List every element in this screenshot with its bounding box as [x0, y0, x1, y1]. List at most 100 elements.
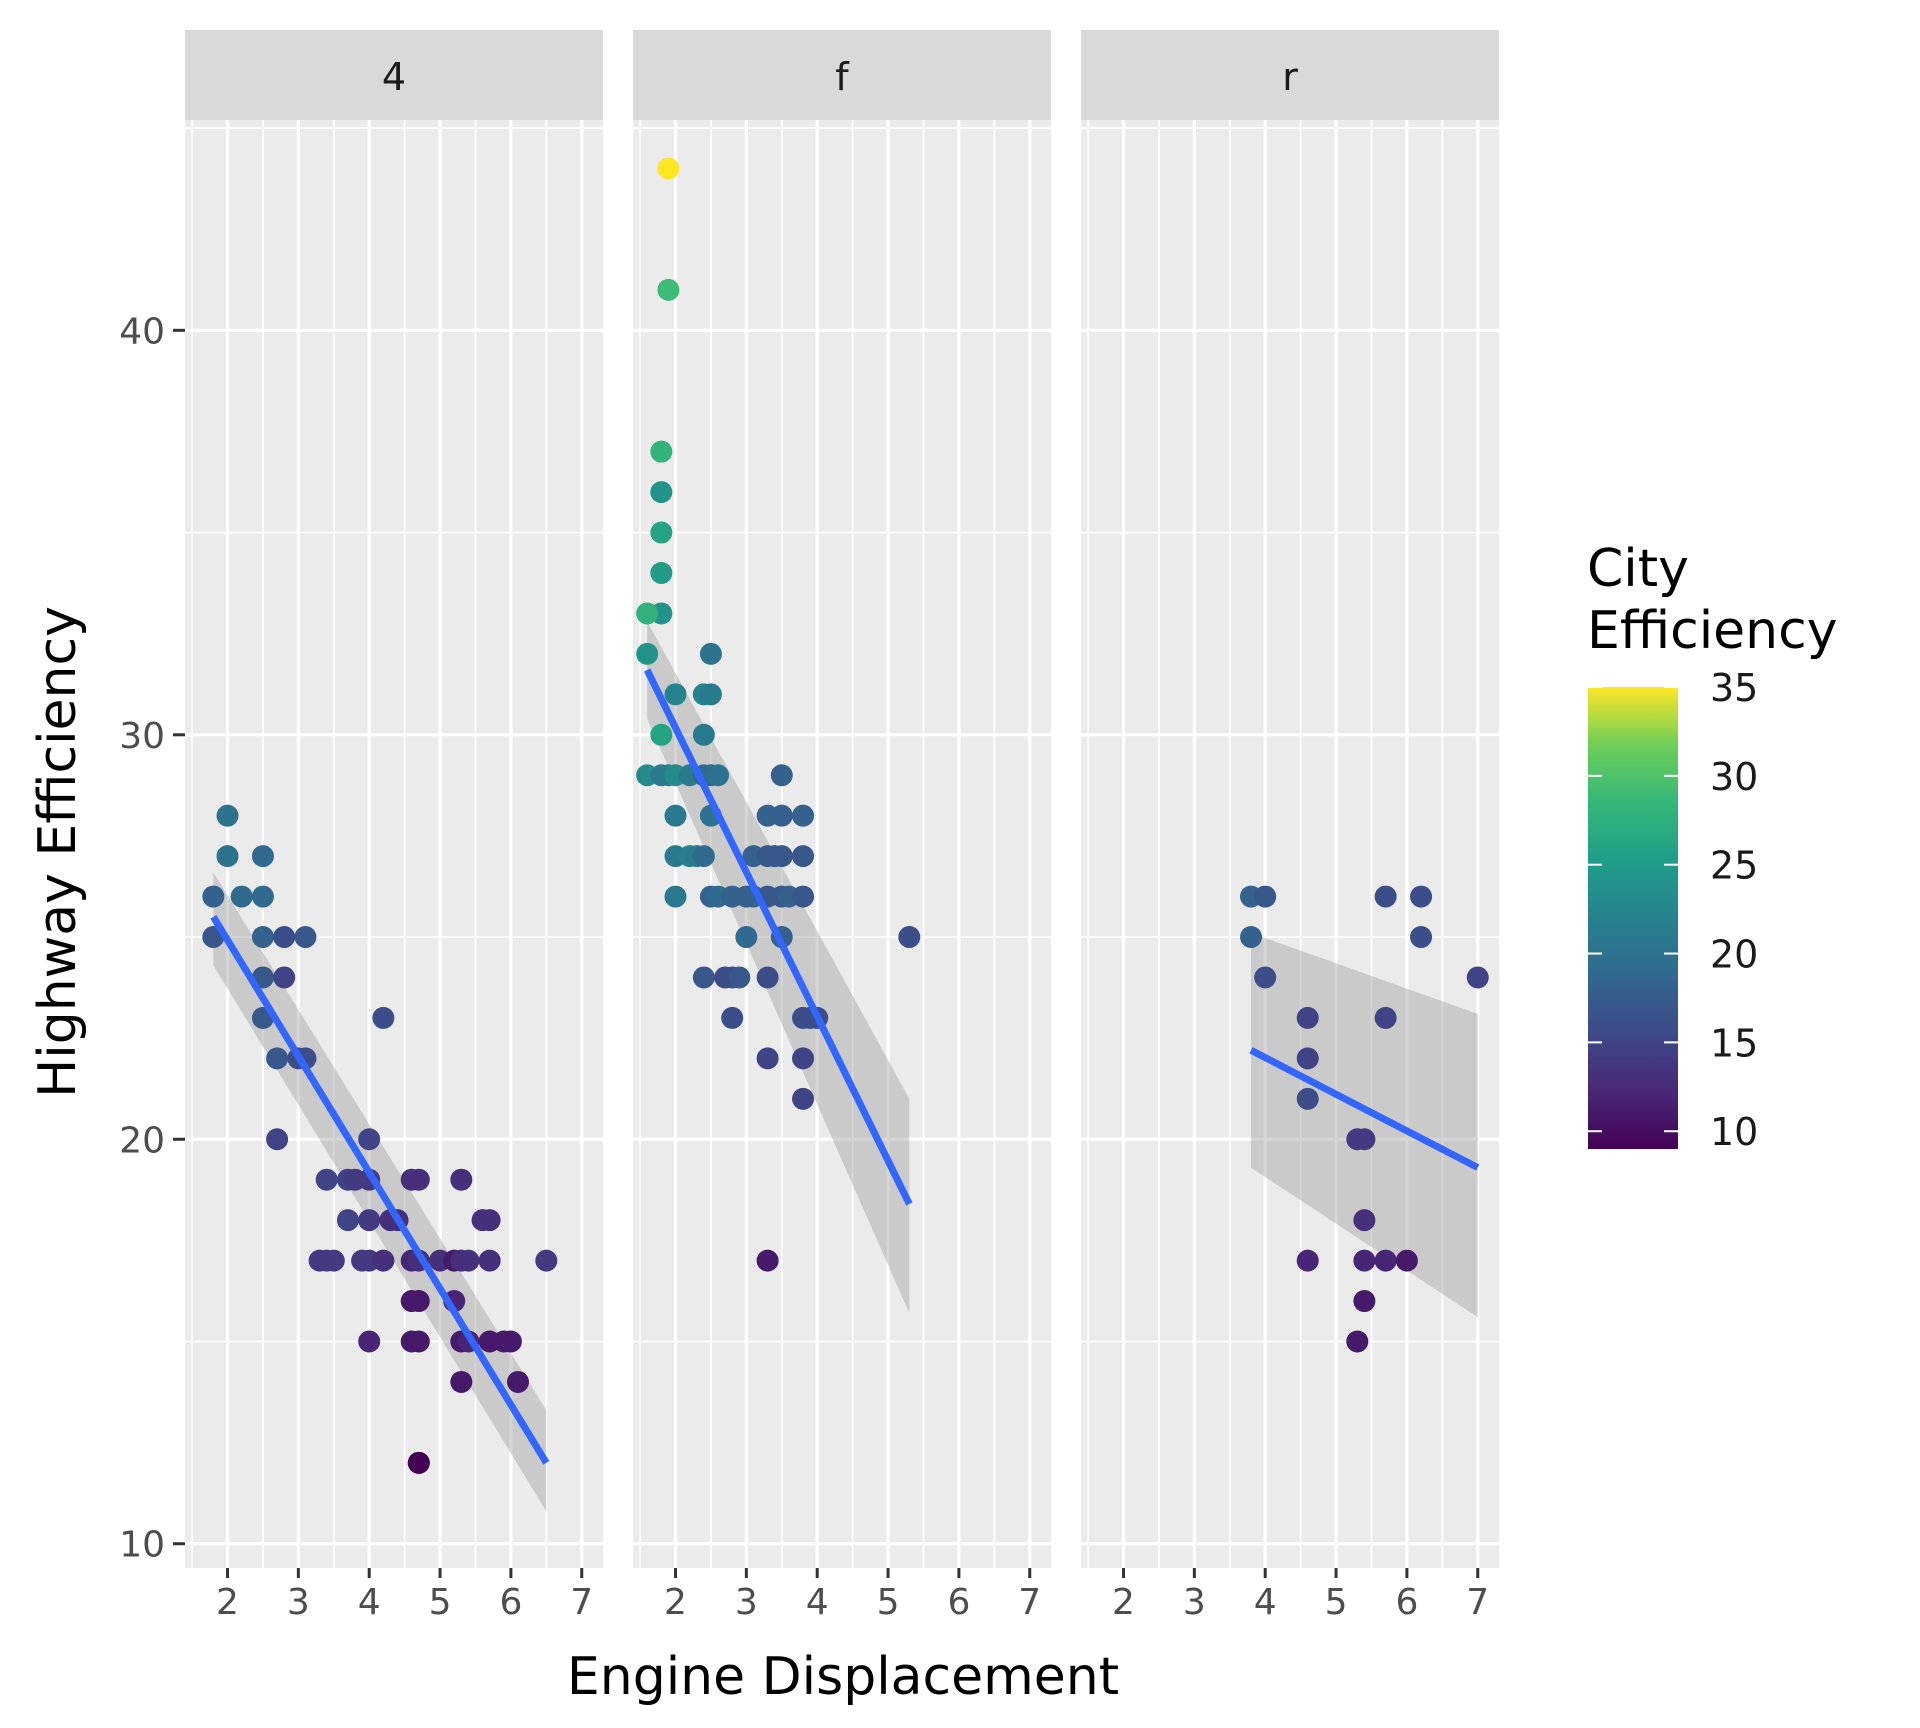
data-point: [273, 926, 296, 949]
data-point: [358, 1209, 381, 1232]
data-point: [650, 562, 673, 585]
data-point: [230, 885, 253, 908]
legend-tick-label: 35: [1710, 666, 1758, 710]
facet-strip-label-4: 4: [382, 55, 406, 99]
data-point: [478, 1209, 501, 1232]
data-point: [273, 966, 296, 989]
data-point: [266, 1047, 289, 1070]
legend-ticks: 10 15 20 25 30 35: [1588, 666, 1758, 1154]
data-point: [372, 1006, 395, 1029]
x-axis-title: Engine Displacement: [567, 1647, 1119, 1707]
x-tick-label: 3: [287, 1582, 310, 1623]
facet-panels: 4 2 3 4 5 6 7 f 2 3 4 5 6 7 r 2 3 4 5 6 7: [185, 30, 1499, 1623]
data-point: [1353, 1209, 1376, 1232]
x-tick-label: 6: [947, 1582, 970, 1623]
data-point: [457, 1249, 480, 1272]
data-point: [506, 1370, 529, 1393]
y-tick-label: 40: [119, 311, 165, 352]
data-point: [1254, 966, 1277, 989]
x-tick-label: 5: [877, 1582, 900, 1623]
data-point: [1374, 885, 1397, 908]
data-point: [535, 1249, 558, 1272]
data-point: [756, 1249, 779, 1272]
data-point: [792, 1047, 815, 1070]
data-point: [664, 885, 687, 908]
data-point: [251, 885, 274, 908]
legend-tick-label: 10: [1710, 1110, 1758, 1154]
legend-title-line-2: Efficiency: [1587, 601, 1837, 661]
data-point: [1353, 1128, 1376, 1151]
x-tick-label: 4: [1254, 1582, 1277, 1623]
data-point: [315, 1168, 338, 1191]
data-point: [721, 1006, 744, 1029]
data-point: [450, 1370, 473, 1393]
panel-background: [1081, 120, 1499, 1568]
data-point: [657, 278, 680, 301]
data-point: [1410, 926, 1433, 949]
data-point: [407, 1168, 430, 1191]
confidence-band: [1251, 932, 1478, 1318]
data-point: [692, 845, 715, 868]
legend-tick-label: 25: [1710, 844, 1758, 888]
data-point: [294, 926, 317, 949]
data-point: [770, 845, 793, 868]
data-point: [1296, 1006, 1319, 1029]
data-point: [650, 481, 673, 504]
data-point: [1296, 1087, 1319, 1110]
trend-line: [210, 914, 550, 1465]
facet-panel-r: r 2 3 4 5 6 7: [1081, 30, 1499, 1623]
y-tick-label: 10: [119, 1525, 165, 1566]
legend-tick-label: 15: [1710, 1021, 1758, 1065]
data-point: [692, 966, 715, 989]
data-point: [407, 1330, 430, 1353]
data-point: [692, 723, 715, 746]
x-tick-label: 6: [1395, 1582, 1418, 1623]
data-point: [792, 845, 815, 868]
data-point: [336, 1209, 359, 1232]
data-point: [499, 1330, 522, 1353]
y-tick-label: 30: [119, 716, 165, 757]
data-point: [1374, 1006, 1397, 1029]
data-point: [251, 845, 274, 868]
x-tick-label: 3: [735, 1582, 758, 1623]
legend-colorbar: [1588, 687, 1678, 1149]
data-point: [792, 885, 815, 908]
data-point: [351, 1249, 374, 1272]
data-point: [407, 1451, 430, 1474]
data-point: [216, 804, 239, 827]
x-tick-label: 6: [499, 1582, 522, 1623]
data-point: [650, 440, 673, 463]
facet-strip-4: [185, 30, 603, 120]
legend-tick-label: 20: [1710, 933, 1758, 977]
data-point: [792, 804, 815, 827]
data-point: [770, 764, 793, 787]
x-tick-label: 2: [216, 1582, 239, 1623]
data-point: [650, 723, 673, 746]
facet-strip-label-f: f: [835, 55, 850, 99]
x-tick-label: 7: [1018, 1582, 1041, 1623]
data-point: [216, 845, 239, 868]
data-point: [1296, 1047, 1319, 1070]
data-point: [756, 1047, 779, 1070]
data-point: [1254, 885, 1277, 908]
data-point: [664, 804, 687, 827]
x-tick-label: 5: [1325, 1582, 1348, 1623]
confidence-band: [647, 621, 910, 1314]
data-point: [1374, 1249, 1397, 1272]
facet-panel-f: f 2 3 4 5 6 7: [633, 30, 1051, 1623]
data-point: [707, 764, 730, 787]
data-point: [898, 926, 921, 949]
y-tick-label: 20: [119, 1120, 165, 1161]
data-point: [1353, 1290, 1376, 1313]
data-point: [358, 1330, 381, 1353]
trend-line: [1249, 1047, 1480, 1171]
x-tick-label: 5: [429, 1582, 452, 1623]
facet-strip-f: [633, 30, 1051, 120]
y-axis: 10 20 30 40: [119, 311, 185, 1566]
x-tick-label: 2: [1112, 1582, 1135, 1623]
x-tick-label: 2: [664, 1582, 687, 1623]
facet-panel-4: 4 2 3 4 5 6 7: [185, 30, 603, 1623]
data-point: [478, 1249, 501, 1272]
data-point: [699, 683, 722, 706]
